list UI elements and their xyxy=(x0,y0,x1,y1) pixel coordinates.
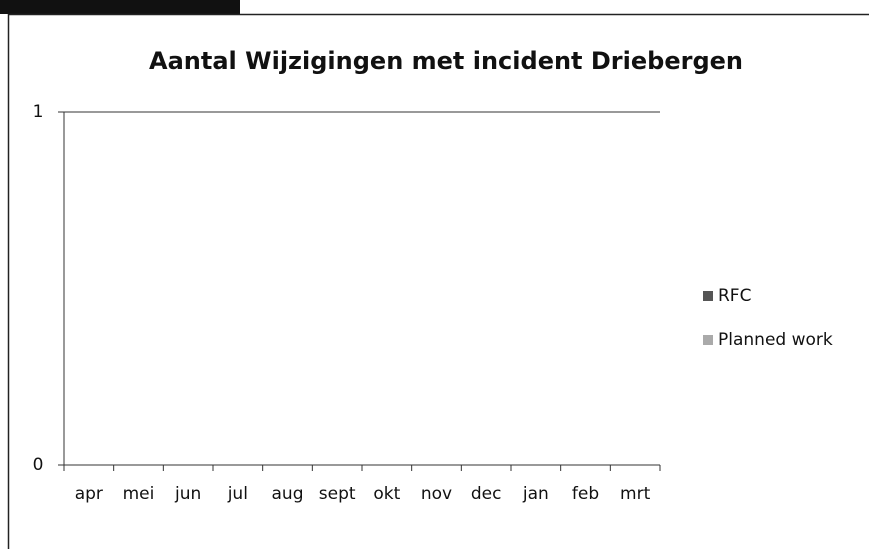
x-tick-label: mei xyxy=(123,484,155,504)
x-tick-label: sept xyxy=(319,484,356,504)
x-tick-label: aug xyxy=(272,484,304,504)
y-tick-label: 0 xyxy=(33,455,44,475)
y-tick-label: 1 xyxy=(33,102,44,122)
chart-frame xyxy=(9,15,869,550)
x-tick-label: jun xyxy=(174,484,201,504)
legend-label: RFC xyxy=(718,286,751,306)
legend-swatch xyxy=(703,335,713,345)
legend-swatch xyxy=(703,291,713,301)
x-tick-label: dec xyxy=(471,484,502,504)
legend-label: Planned work xyxy=(718,330,833,350)
x-tick-label: nov xyxy=(421,484,452,504)
x-tick-label: jul xyxy=(227,484,248,504)
x-tick-label: mrt xyxy=(620,484,651,504)
chart-title: Aantal Wijzigingen met incident Drieberg… xyxy=(149,47,743,75)
x-tick-label: apr xyxy=(75,484,103,504)
x-tick-label: feb xyxy=(572,484,599,504)
x-tick-label: jan xyxy=(522,484,549,504)
x-tick-label: okt xyxy=(373,484,400,504)
header-bar xyxy=(0,0,240,14)
